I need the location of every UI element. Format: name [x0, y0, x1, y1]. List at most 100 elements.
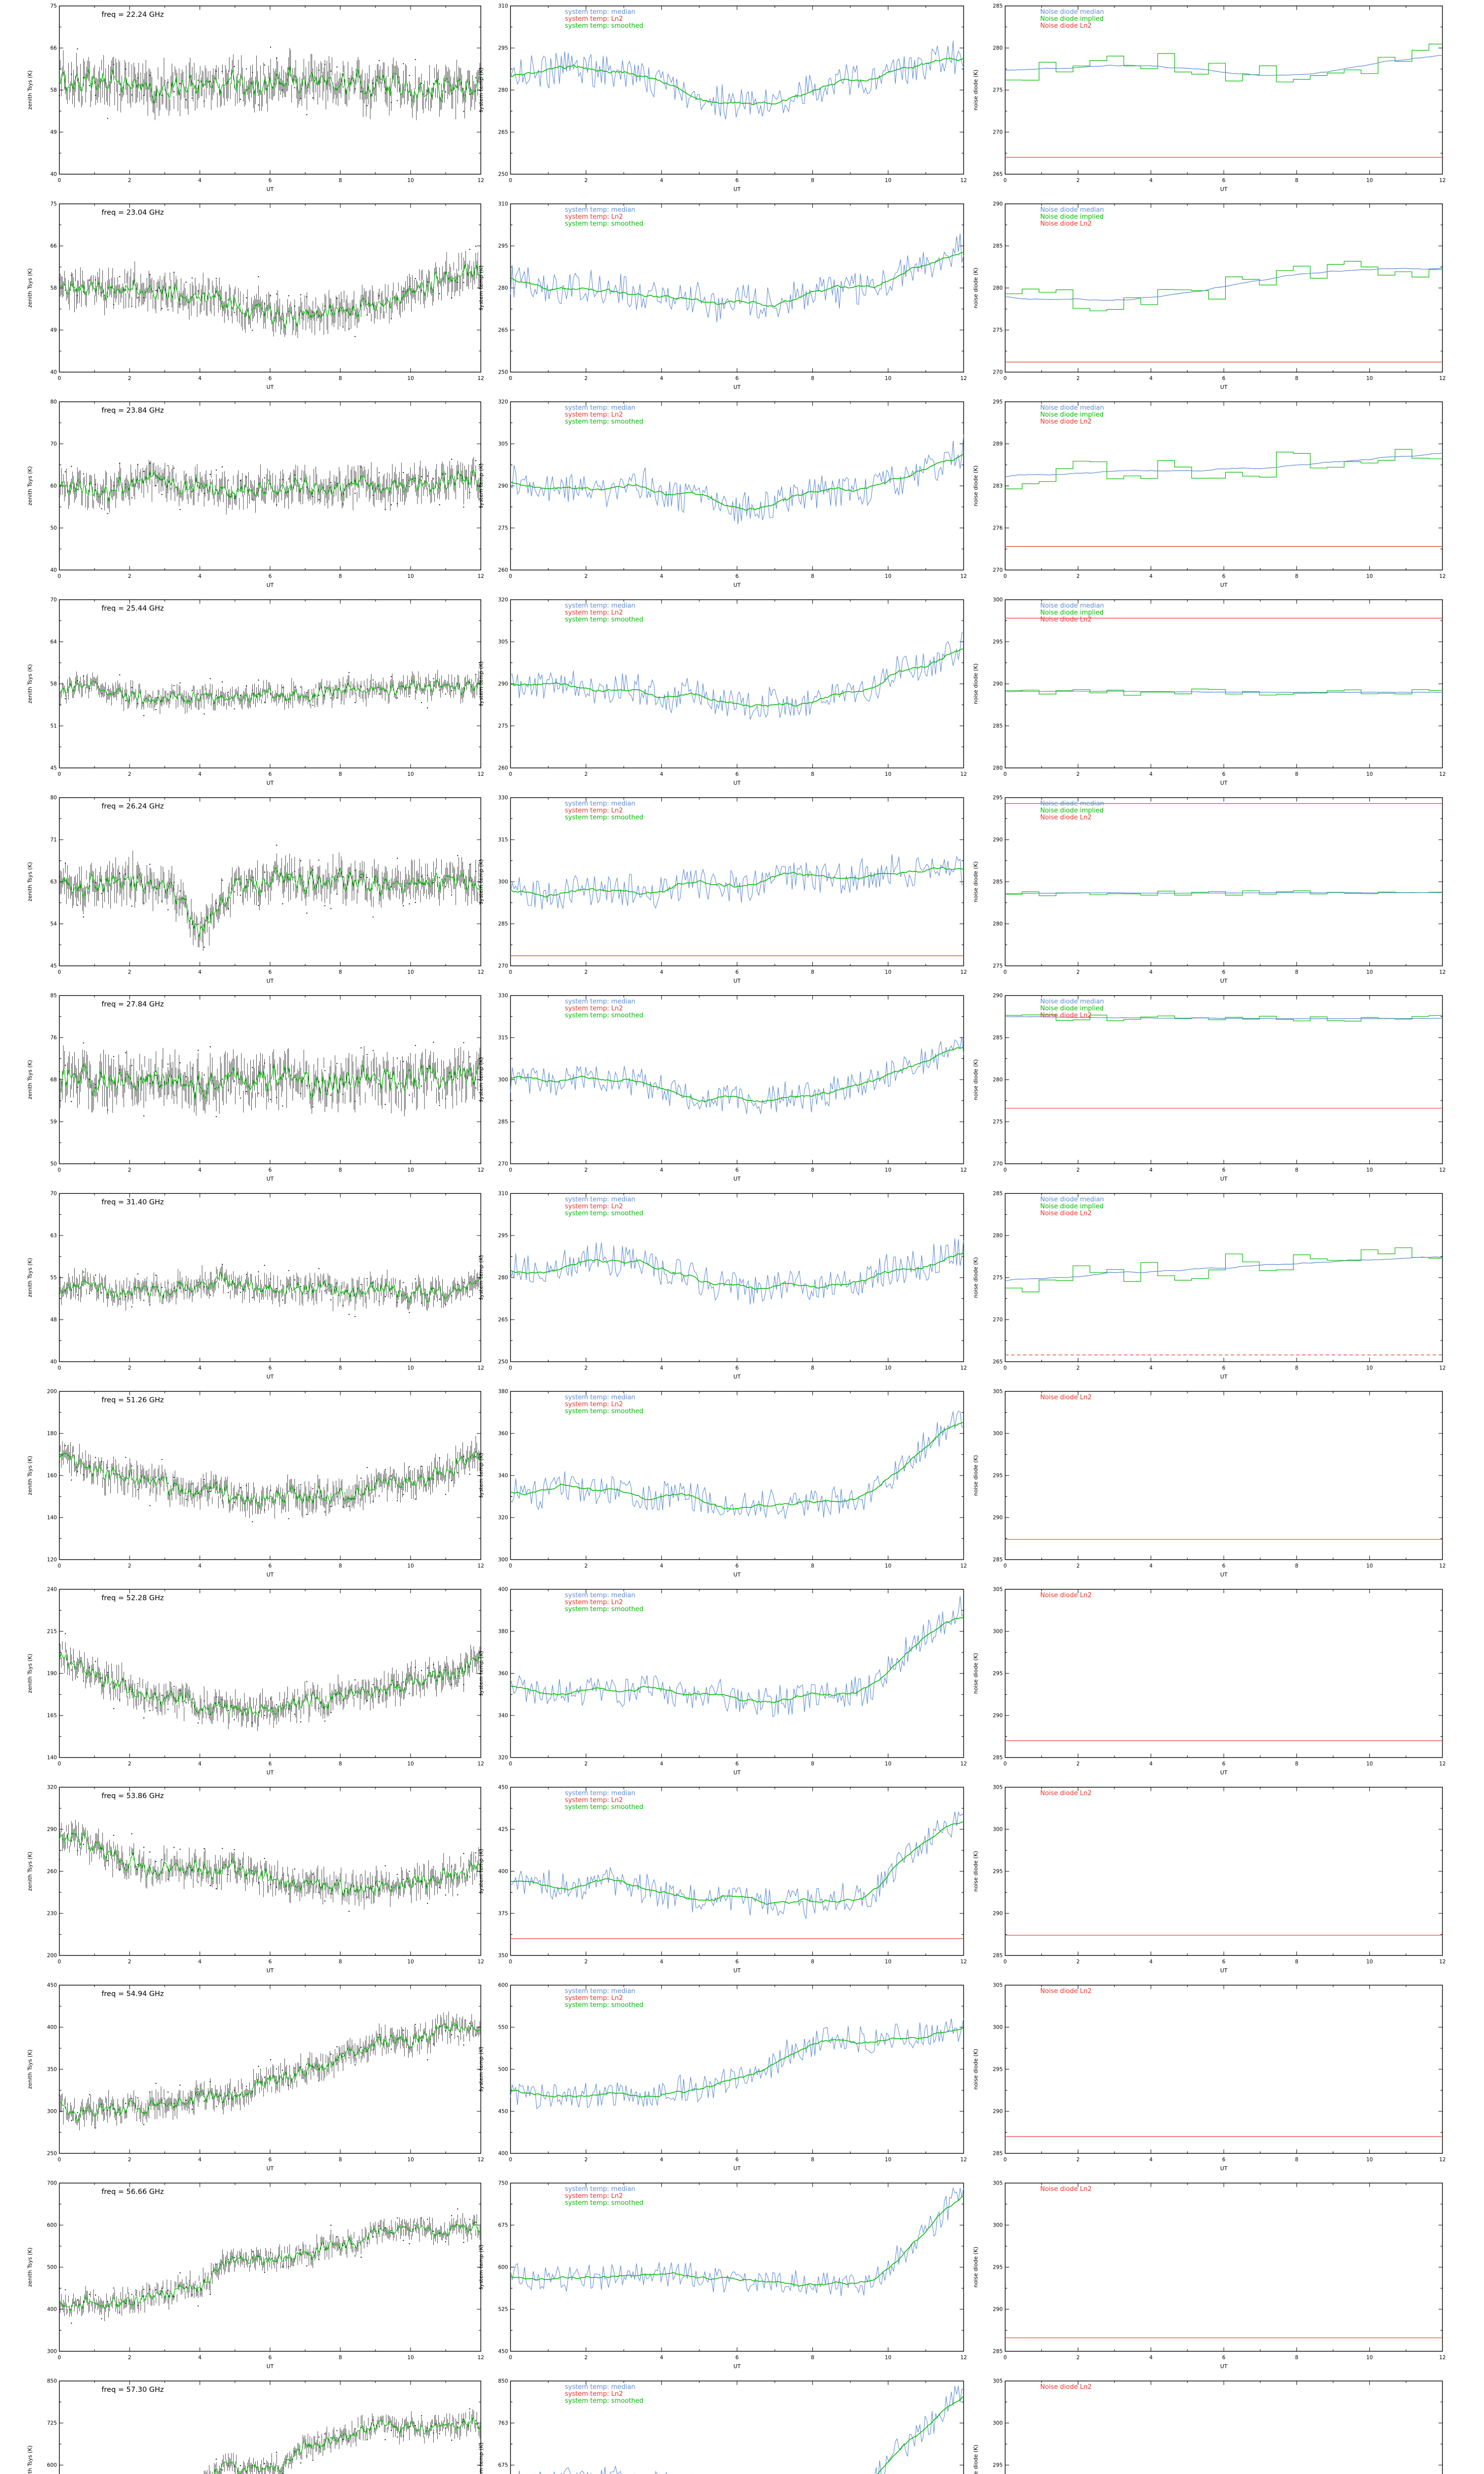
x-tick-label: 0	[58, 1959, 61, 1965]
freq-label: freq = 52.28 GHz	[101, 1594, 164, 1602]
x-tick-label: 10	[885, 1761, 891, 1767]
y-tick-label: 285	[498, 921, 508, 927]
x-axis-label: UT	[1220, 1967, 1228, 1974]
x-tick-label: 8	[811, 1563, 814, 1569]
legend-entry: system temp: Ln2	[565, 1995, 623, 2002]
y-tick-label: 270	[498, 963, 508, 969]
legend-entry: system temp: smoothed	[565, 814, 644, 821]
x-axis-label: UT	[1220, 186, 1228, 192]
legend-entry: system temp: Ln2	[565, 15, 623, 23]
x-tick-label: 6	[1222, 2355, 1226, 2361]
x-axis-label: UT	[267, 1571, 274, 1578]
x-tick-label: 12	[477, 2355, 484, 2361]
y-tick-label: 315	[498, 1035, 508, 1041]
x-axis-label: UT	[734, 978, 741, 984]
plot-panel-r11c3: 0 2 4 6 8 10 12 285 290 295 300 305 UT noise diode (K…	[973, 1983, 1446, 2172]
x-tick-label: 10	[407, 771, 414, 777]
y-tick-label: 295	[498, 46, 508, 51]
x-tick-label: 6	[736, 1563, 739, 1569]
plot-panel-r13c2: 024681012500588675763850UTsystem temp (K…	[478, 2379, 964, 2474]
x-tick-label: 6	[269, 771, 272, 777]
y-tick-label: 320	[498, 1515, 508, 1521]
y-tick-label: 600	[498, 1983, 508, 1989]
x-axis-label: UT	[267, 1176, 274, 1182]
y-tick-label: 310	[498, 3, 508, 9]
y-tick-label: 280	[993, 1233, 1003, 1239]
y-tick-label: 275	[498, 525, 508, 531]
y-tick-label: 280	[498, 285, 508, 291]
x-tick-label: 4	[660, 2157, 663, 2163]
y-tick-label: 400	[47, 2025, 57, 2031]
legend-entry: Noise diode Ln2	[1040, 814, 1092, 821]
y-tick-label: 265	[498, 328, 508, 333]
x-tick-label: 4	[198, 2355, 202, 2361]
y-tick-label: 270	[993, 130, 1003, 136]
y-tick-label: 40	[50, 568, 57, 573]
x-tick-label: 2	[128, 1167, 132, 1173]
freq-label: freq = 57.30 GHz	[101, 2386, 164, 2394]
x-axis-label: UT	[267, 2363, 274, 2370]
legend-entry: system temp: smoothed	[565, 1210, 644, 1217]
x-tick-label: 8	[1295, 2355, 1298, 2361]
x-tick-label: 2	[584, 573, 588, 579]
x-tick-label: 8	[1295, 1365, 1298, 1371]
x-tick-label: 2	[584, 1167, 588, 1173]
x-tick-label: 8	[339, 1563, 342, 1569]
y-tick-label: 525	[498, 2307, 508, 2313]
y-tick-label: 283	[993, 483, 1003, 489]
y-tick-label: 295	[993, 2265, 1003, 2271]
x-axis-label: UT	[1220, 1176, 1228, 1182]
y-tick-label: 290	[993, 1713, 1003, 1719]
y-axis-label: zenith Tsys (K)	[27, 862, 33, 902]
freq-label: freq = 25.44 GHz	[101, 605, 164, 613]
x-tick-label: 6	[269, 1365, 272, 1371]
x-tick-label: 0	[1004, 969, 1007, 975]
x-tick-label: 4	[198, 1365, 202, 1371]
x-axis-label: UT	[267, 978, 274, 984]
x-tick-label: 8	[1295, 2157, 1298, 2163]
x-tick-label: 8	[339, 573, 342, 579]
y-tick-label: 290	[498, 483, 508, 489]
x-tick-label: 12	[960, 2355, 967, 2361]
y-tick-label: 500	[47, 2265, 57, 2271]
y-axis-label: system temp (K)	[478, 1849, 484, 1894]
y-tick-label: 70	[50, 597, 57, 603]
x-axis-label: UT	[267, 780, 274, 786]
x-tick-label: 6	[736, 376, 739, 381]
plot-panel-r8c3: 0 2 4 6 8 10 12 285 290 295 300 305 UT noise diode (K…	[973, 1389, 1446, 1578]
y-tick-label: 320	[498, 399, 508, 405]
y-tick-label: 285	[498, 1119, 508, 1125]
x-tick-label: 12	[477, 573, 484, 579]
x-tick-label: 12	[1439, 2157, 1445, 2163]
x-tick-label: 4	[198, 178, 202, 184]
y-tick-label: 275	[993, 328, 1003, 333]
y-tick-label: 295	[993, 795, 1003, 801]
y-tick-label: 66	[50, 243, 57, 249]
x-tick-label: 2	[128, 771, 132, 777]
legend-entry: system temp: smoothed	[565, 1606, 644, 1613]
plot-panel-r8c1: 0 2 4 6 8 10 12 120 140 160 180 200 UT zenith Tsys (K…	[27, 1389, 484, 1578]
y-tick-label: 250	[498, 172, 508, 178]
y-tick-label: 250	[498, 370, 508, 376]
x-tick-label: 4	[1149, 573, 1153, 579]
x-tick-label: 4	[198, 771, 202, 777]
x-tick-label: 4	[660, 376, 663, 381]
x-tick-label: 0	[58, 771, 61, 777]
x-axis-label: UT	[734, 1967, 741, 1974]
x-axis-label: UT	[734, 582, 741, 588]
x-tick-label: 2	[1076, 1761, 1080, 1767]
x-tick-label: 8	[811, 771, 814, 777]
y-tick-label: 285	[993, 1755, 1003, 1761]
y-tick-label: 280	[993, 285, 1003, 291]
legend-entry: system temp: median	[565, 1394, 635, 1401]
y-tick-label: 450	[47, 1983, 57, 1989]
y-axis-label: zenith Tsys (K)	[27, 466, 33, 506]
legend-entry: system temp: smoothed	[565, 616, 644, 623]
x-tick-label: 12	[477, 178, 484, 184]
y-tick-label: 300	[993, 2223, 1003, 2229]
legend-entry: system temp: median	[565, 8, 635, 16]
y-tick-label: 600	[47, 2463, 57, 2469]
plot-panel-r11c2: 0 2 4 6 8 10 12 400 450 500 550 600 UT system temp (K…	[478, 1983, 967, 2172]
y-axis-label: zenith Tsys (K)	[27, 664, 33, 704]
